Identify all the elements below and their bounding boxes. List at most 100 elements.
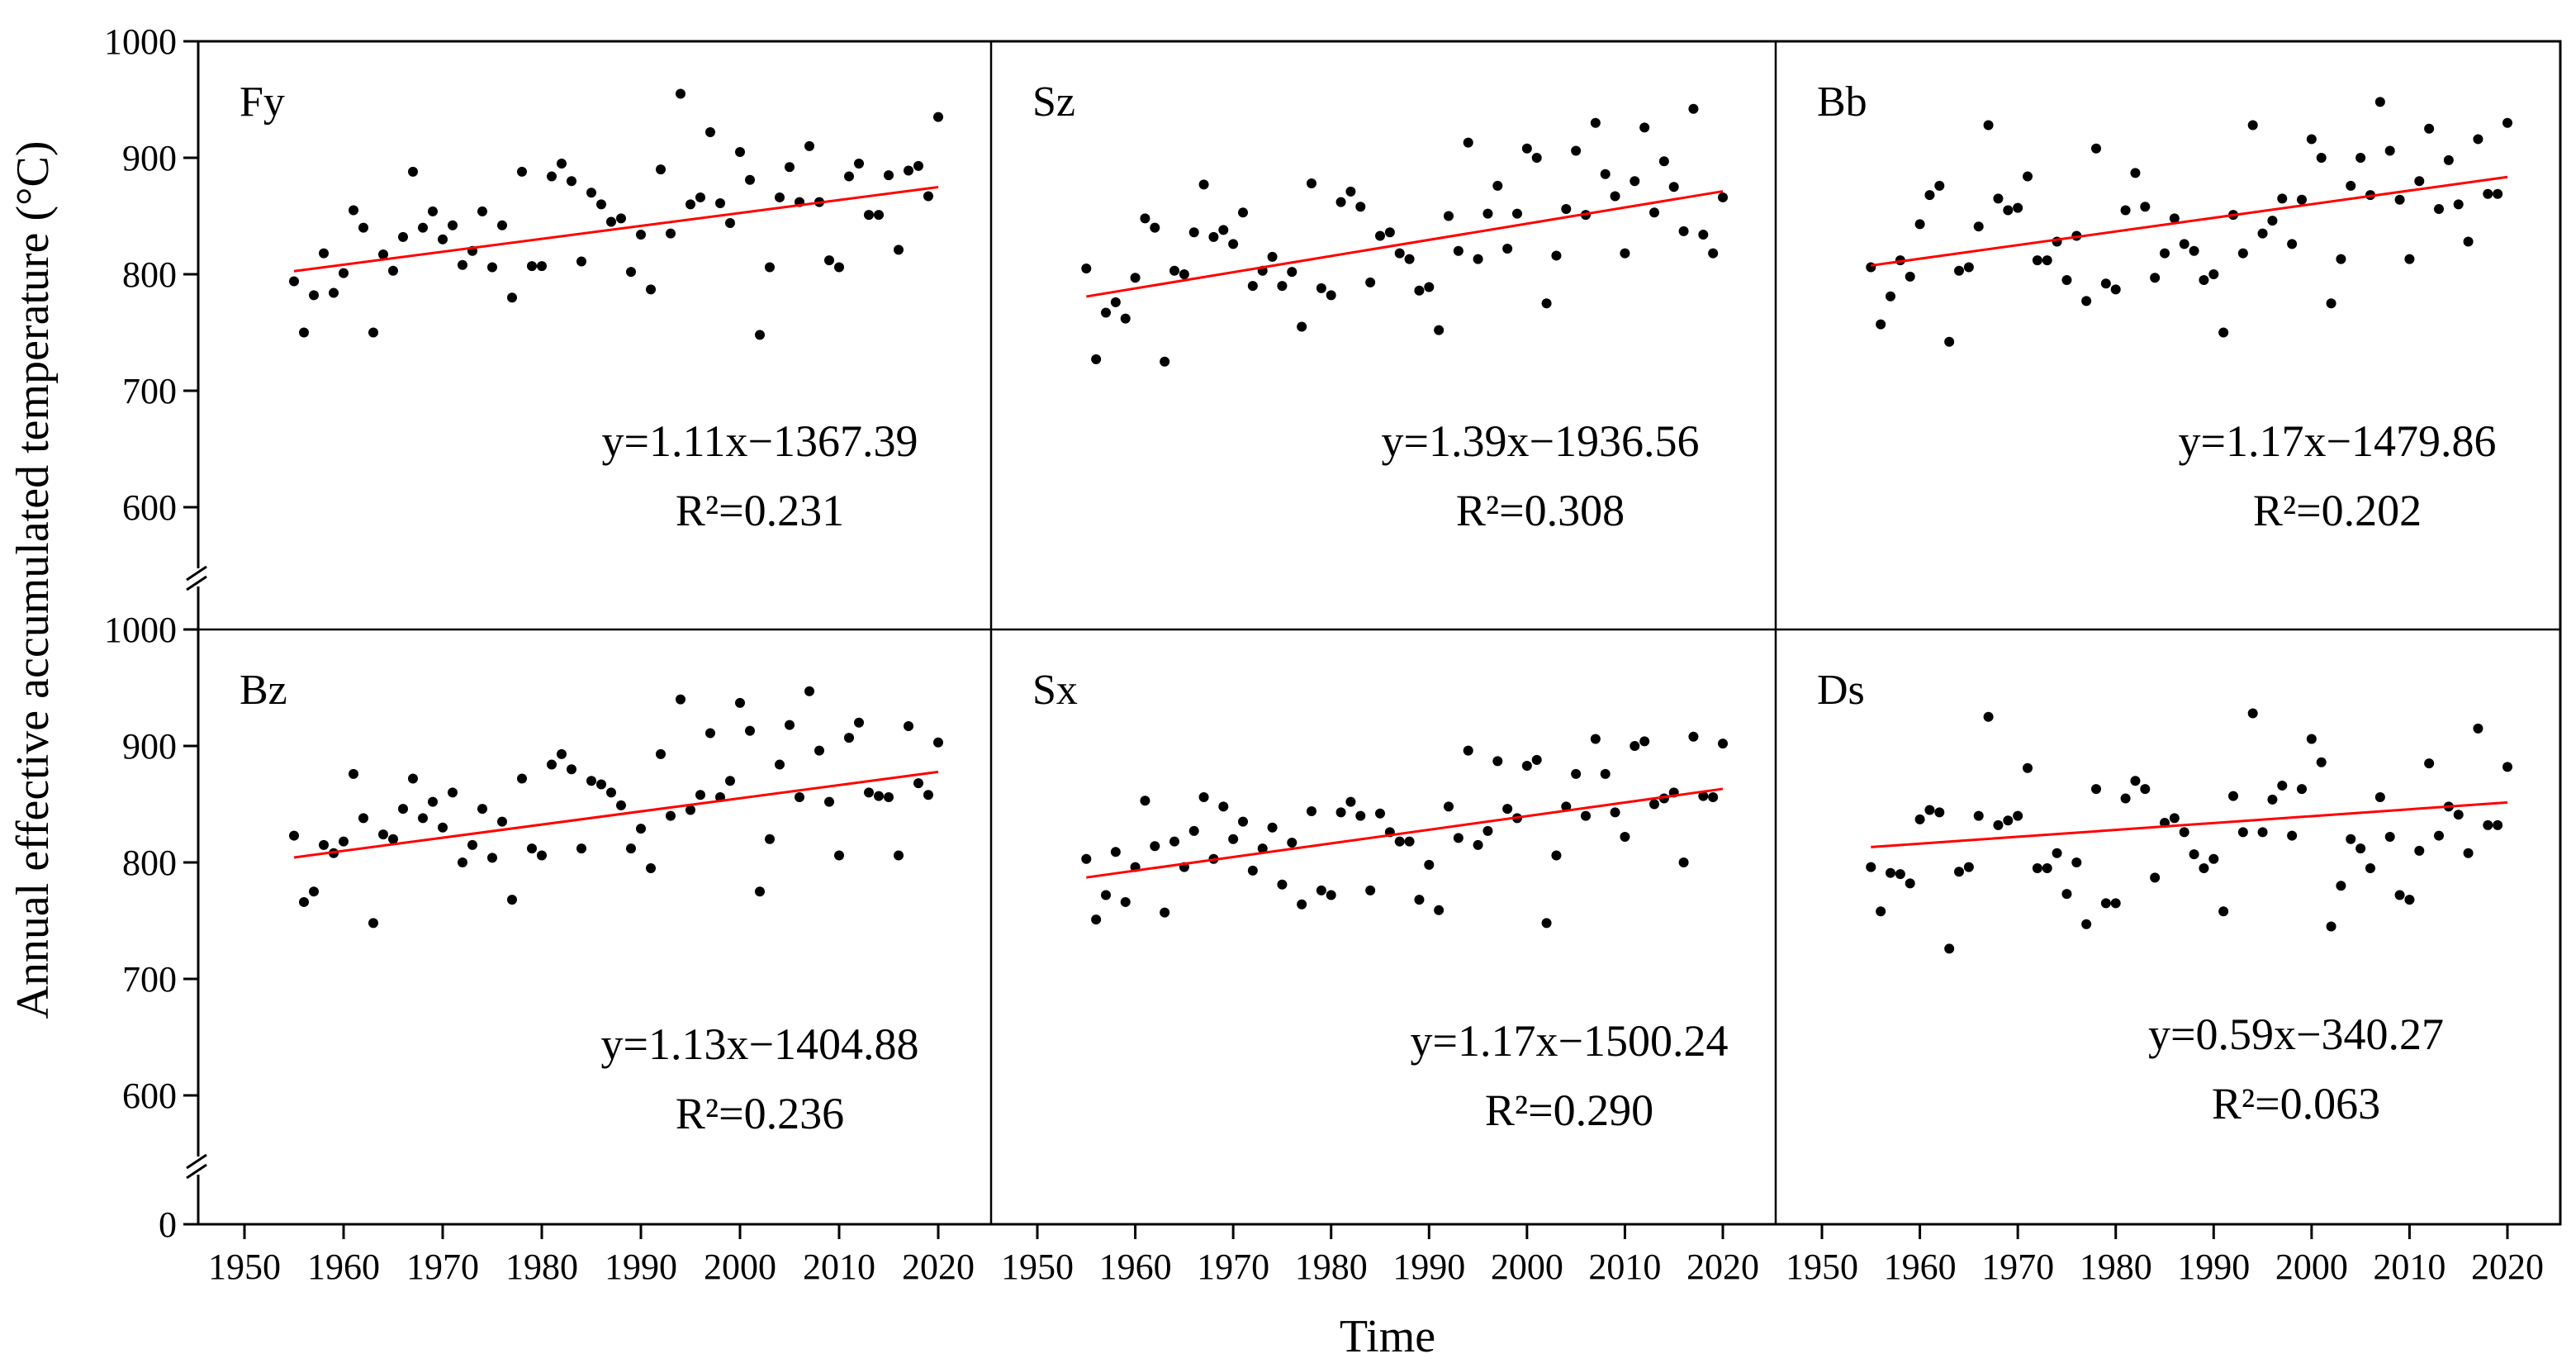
data-point <box>1444 211 1454 221</box>
data-point <box>765 262 775 273</box>
data-point <box>1866 262 1876 273</box>
data-point <box>1905 271 1915 282</box>
y-tick-label: 800 <box>122 254 177 295</box>
data-point <box>1473 254 1483 264</box>
data-point <box>2257 228 2268 239</box>
data-point <box>2306 134 2317 145</box>
data-point <box>2394 194 2405 205</box>
data-point <box>378 829 388 840</box>
data-point <box>2091 143 2101 154</box>
data-point <box>2081 919 2092 929</box>
data-point <box>2355 153 2366 163</box>
data-point <box>1521 760 1532 771</box>
data-point <box>2502 762 2512 772</box>
data-point <box>2208 269 2219 279</box>
data-point <box>1639 122 1650 133</box>
data-point <box>2453 810 2464 820</box>
data-point <box>2394 890 2405 900</box>
data-point <box>289 276 299 287</box>
data-point <box>834 850 844 861</box>
data-point <box>904 165 913 176</box>
data-point <box>1277 879 1288 890</box>
data-point <box>2483 819 2493 830</box>
data-point <box>2100 278 2111 289</box>
data-point <box>1512 208 1522 219</box>
data-point <box>2297 194 2307 205</box>
data-point <box>785 720 795 730</box>
data-point <box>1934 180 1945 191</box>
data-point <box>2316 757 2327 767</box>
data-point <box>1394 836 1405 847</box>
data-point <box>725 217 735 228</box>
x-tick-label: 1960 <box>1884 1247 1957 1287</box>
regression-equation: y=1.17x−1500.24 <box>1411 1016 1729 1066</box>
data-point <box>646 284 656 295</box>
data-point <box>1365 277 1376 287</box>
regression-equation: y=1.13x−1404.88 <box>601 1019 919 1069</box>
data-point <box>418 813 428 824</box>
data-point <box>1866 862 1876 872</box>
data-point <box>1678 857 1689 867</box>
data-point <box>309 886 319 897</box>
y-tick-label: 0 <box>159 1204 177 1245</box>
data-point <box>2424 758 2435 769</box>
data-point <box>2052 848 2062 858</box>
data-point <box>1718 192 1728 202</box>
data-point <box>884 170 894 181</box>
data-point <box>1698 791 1709 801</box>
data-point <box>2404 895 2415 905</box>
x-tick-label: 1960 <box>1099 1247 1172 1287</box>
data-point <box>2257 827 2268 838</box>
data-point <box>824 255 834 266</box>
data-point <box>2110 284 2121 295</box>
data-point <box>2384 831 2395 842</box>
data-point <box>1238 816 1248 827</box>
data-point <box>2247 120 2258 131</box>
data-point <box>666 228 676 239</box>
data-point <box>2071 857 2082 867</box>
data-point <box>606 216 616 227</box>
data-point <box>1453 833 1464 843</box>
data-point <box>299 327 309 338</box>
data-point <box>2336 254 2346 264</box>
data-point <box>1649 207 1659 218</box>
panel-label: Sz <box>1032 78 1075 126</box>
panel-sx: Sx y=1.17x−1500.24 R²=0.290 <box>1032 667 1728 1135</box>
data-point <box>695 790 705 800</box>
data-point <box>388 265 398 276</box>
data-point <box>695 192 705 202</box>
data-point <box>438 822 448 833</box>
data-point <box>1355 810 1366 821</box>
data-point <box>2061 275 2072 286</box>
data-point <box>1218 225 1229 235</box>
data-point <box>626 267 636 278</box>
data-point <box>626 843 636 854</box>
data-point <box>2042 863 2052 874</box>
panel-fy: Fy y=1.11x−1367.39 R²=0.231 <box>240 78 943 535</box>
data-point <box>1247 865 1258 876</box>
data-point <box>725 776 735 786</box>
data-point <box>368 918 378 929</box>
data-point <box>2199 863 2209 874</box>
data-point <box>2169 213 2180 224</box>
data-point <box>2443 154 2454 165</box>
data-point <box>1198 179 1209 190</box>
data-point <box>1708 248 1719 259</box>
data-point <box>1110 847 1121 857</box>
data-point <box>1453 245 1464 256</box>
data-point <box>854 717 864 728</box>
data-point <box>2336 881 2346 891</box>
data-point <box>1463 137 1473 148</box>
r-squared-label: R²=0.202 <box>2253 486 2422 535</box>
data-point <box>1531 153 1542 163</box>
data-point <box>1394 248 1405 259</box>
axis-break-mark <box>186 1153 207 1170</box>
data-point <box>567 764 576 775</box>
axis-break-mark <box>186 575 207 591</box>
data-point <box>2013 202 2023 213</box>
data-point <box>2208 853 2219 864</box>
data-point <box>2384 145 2395 156</box>
data-point <box>2374 792 2385 803</box>
panel-bz: Bz y=1.13x−1404.88 R²=0.236 <box>240 667 943 1138</box>
data-point <box>1326 890 1336 900</box>
